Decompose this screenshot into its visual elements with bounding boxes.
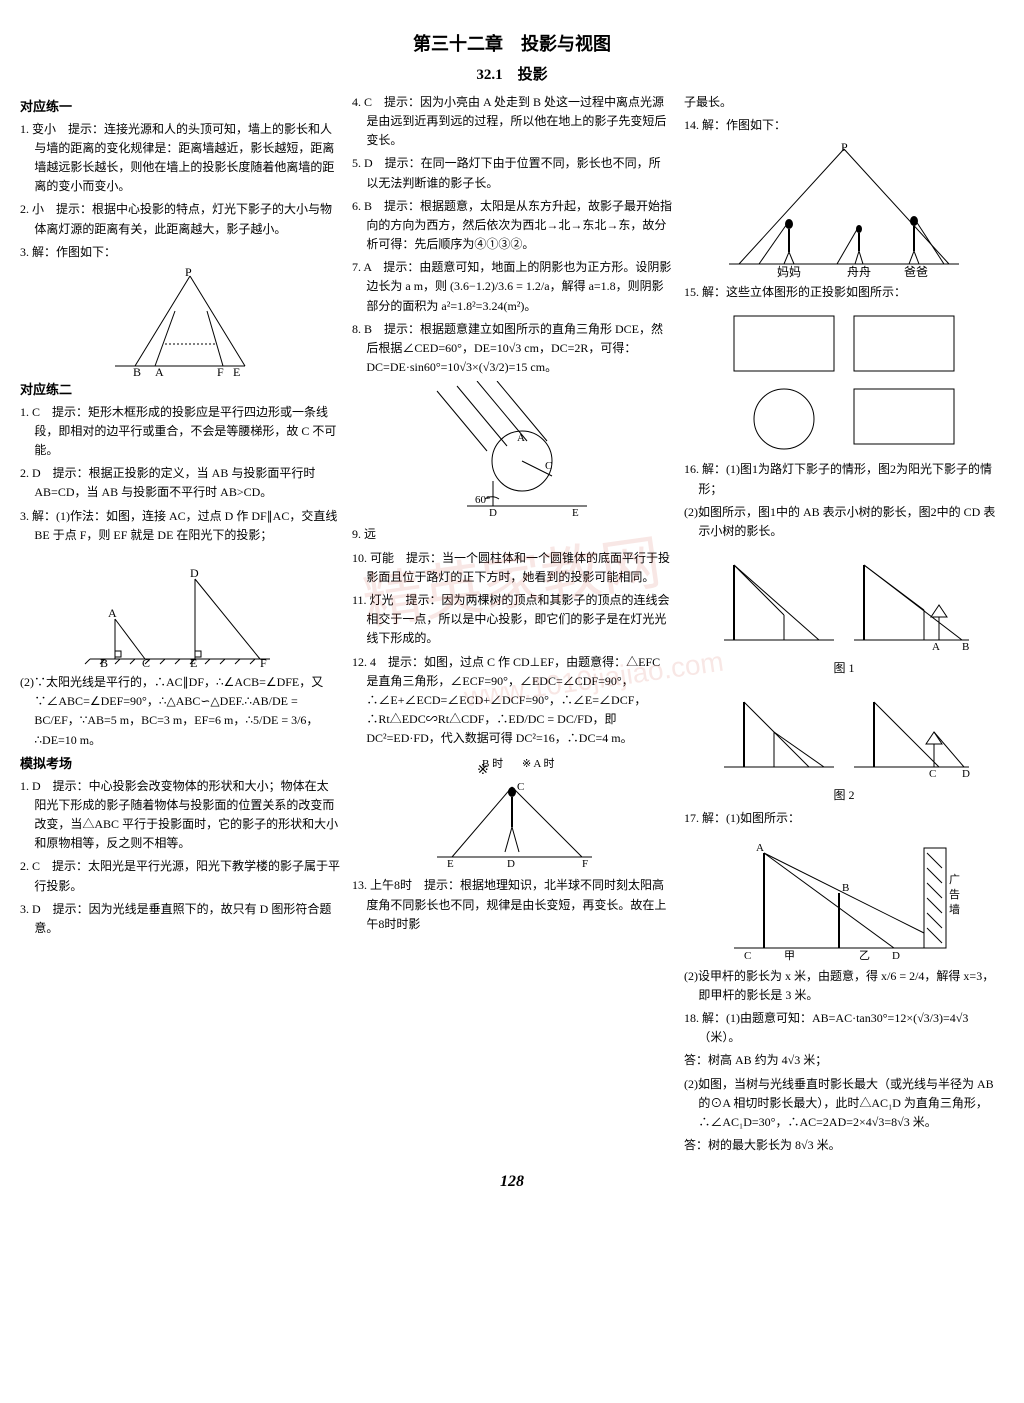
svg-text:F: F — [217, 365, 224, 376]
figure-c3-15 — [719, 306, 969, 456]
figure-c3-16a: A B — [714, 545, 974, 655]
chapter-title: 第三十二章 投影与视图 — [20, 30, 1004, 59]
svg-text:D: D — [892, 950, 900, 962]
answer-item: 10. 可能 提示：当一个圆柱体和一个圆锥体的底面平行于投影面且位于路灯的正下方… — [352, 549, 672, 587]
answer-item: (2)∵太阳光线是平行的，∴AC∥DF，∴∠ACB=∠DFE，又∵∠ABC=∠D… — [20, 673, 340, 750]
figure-c1-2: A D B C E F — [80, 549, 280, 669]
svg-text:P: P — [185, 266, 192, 279]
sec2-title: 对应练二 — [20, 380, 340, 401]
answer-item: 7. A 提示：由题意可知，地面上的阴影也为正方形。设阴影边长为 a m，则 (… — [352, 258, 672, 316]
answer-item: 答：树高 AB 约为 4√3 米； — [684, 1051, 1004, 1070]
sec3-title: 模拟考场 — [20, 754, 340, 775]
fig1-caption: 图 1 — [684, 659, 1004, 678]
svg-text:D: D — [489, 507, 497, 519]
figure-c3-14: P 妈妈 舟舟 爸爸 — [719, 139, 969, 279]
svg-text:D: D — [507, 858, 515, 870]
svg-text:墙: 墙 — [949, 902, 960, 916]
answer-item: 15. 解：这些立体图形的正投影如图所示： — [684, 283, 1004, 302]
answer-item: 6. B 提示：根据题意，太阳是从东方升起，故影子最开始指向的方向为西方，然后依… — [352, 197, 672, 255]
answer-item: 13. 上午8时 提示：根据地理知识，北半球不同时刻太阳高度角不同影长也不同，规… — [352, 876, 672, 934]
answer-item: 12. 4 提示：如图，过点 C 作 CD⊥EF，由题意得：△EFC 是直角三角… — [352, 653, 672, 749]
answer-item: 4. C 提示：因为小亮由 A 处走到 B 处这一过程中离点光源是由远到近再到远… — [352, 93, 672, 151]
svg-text:A: A — [932, 641, 940, 653]
answer-item: 2. D 提示：根据正投影的定义，当 AB 与投影面平行时 AB=CD，当 AB… — [20, 464, 340, 502]
svg-text:B: B — [962, 641, 969, 653]
answer-item: 16. 解：(1)图1为路灯下影子的情形，图2为阳光下影子的情形； — [684, 460, 1004, 498]
svg-text:妈妈: 妈妈 — [777, 265, 801, 279]
answer-item: 1. D 提示：中心投影会改变物体的形状和大小；物体在太阳光下形成的影子随着物体… — [20, 777, 340, 854]
svg-text:舟舟: 舟舟 — [847, 265, 871, 279]
answer-item: 18. 解：(1)由题意可知：AB=AC·tan30°=12×(√3/3)=4√… — [684, 1009, 1004, 1047]
answer-item: 3. 解：作图如下： — [20, 243, 340, 262]
svg-text:A: A — [155, 365, 164, 376]
svg-text:爸爸: 爸爸 — [904, 265, 928, 279]
answer-item: 8. B 提示：根据题意建立如图所示的直角三角形 DCE，然后根据∠CED=60… — [352, 320, 672, 378]
page-columns: 对应练一 1. 变小 提示：连接光源和人的头顶可知，墙上的影长和人与墙的距离的变… — [20, 93, 1004, 1160]
answer-item: 1. 变小 提示：连接光源和人的头顶可知，墙上的影长和人与墙的距离的变化规律是：… — [20, 120, 340, 197]
answer-item: (2)如图所示，图1中的 AB 表示小树的影长，图2中的 CD 表示小树的影长。 — [684, 503, 1004, 541]
svg-text:F: F — [582, 858, 588, 870]
svg-text:甲: 甲 — [784, 950, 795, 962]
svg-text:广: 广 — [949, 873, 960, 886]
figure-c3-17: 广告墙 A B C 甲 乙 D — [724, 833, 964, 963]
svg-text:E: E — [447, 858, 454, 870]
answer-item: (2)设甲杆的影长为 x 米，由题意，得 x/6 = 2/4，解得 x=3，即甲… — [684, 967, 1004, 1005]
column-1: 对应练一 1. 变小 提示：连接光源和人的头顶可知，墙上的影长和人与墙的距离的变… — [20, 93, 340, 1160]
figure-c1-1: B A F E P — [105, 266, 255, 376]
figure-c2-1: 60° A C D E — [427, 381, 597, 521]
answer-item: 1. C 提示：矩形木框形成的投影应是平行四边形或一条线段，即相对的边平行或重合… — [20, 403, 340, 461]
svg-text:C: C — [517, 781, 524, 793]
svg-text:C: C — [545, 460, 552, 472]
answer-item: 17. 解：(1)如图所示： — [684, 809, 1004, 828]
answer-item: 5. D 提示：在同一路灯下由于位置不同，影长也不同，所以无法判断谁的影子长。 — [352, 154, 672, 192]
svg-text:B: B — [133, 365, 141, 376]
svg-text:D: D — [962, 768, 970, 780]
svg-text:※: ※ — [477, 763, 489, 778]
column-3: 子最长。 14. 解：作图如下： P 妈妈 舟舟 爸爸 15. 解：这些立体图形… — [684, 93, 1004, 1160]
section-title: 32.1 投影 — [20, 63, 1004, 87]
fig2-caption: 图 2 — [684, 786, 1004, 805]
svg-text:D: D — [190, 566, 199, 580]
answer-item: 9. 远 — [352, 525, 672, 544]
answer-item: 2. 小 提示：根据中心投影的特点，灯光下影子的大小与物体离灯源的距离有关，此距… — [20, 200, 340, 238]
svg-text:E: E — [190, 656, 197, 669]
answer-item: 14. 解：作图如下： — [684, 116, 1004, 135]
svg-text:C: C — [929, 768, 936, 780]
column-2: 4. C 提示：因为小亮由 A 处走到 B 处这一过程中离点光源是由远到近再到远… — [352, 93, 672, 1160]
svg-text:告: 告 — [949, 888, 960, 901]
answer-item: 答：树的最大影长为 8√3 米。 — [684, 1136, 1004, 1155]
svg-text:※ A 时: ※ A 时 — [522, 757, 554, 770]
svg-text:C: C — [142, 656, 150, 669]
svg-text:C: C — [744, 950, 751, 962]
figure-c2-2: B 时 ※ A 时 ※ E D F C — [427, 752, 597, 872]
svg-text:乙: 乙 — [859, 949, 870, 962]
svg-text:P: P — [841, 140, 848, 154]
answer-item: (2)如图，当树与光线垂直时影长最大（或光线与半径为 AB 的⊙A 相切时影长最… — [684, 1075, 1004, 1133]
svg-text:A: A — [756, 842, 764, 854]
answer-item: 2. C 提示：太阳光是平行光源，阳光下教学楼的影子属于平行投影。 — [20, 857, 340, 895]
svg-text:60°: 60° — [475, 494, 490, 506]
answer-item: 11. 灯光 提示：因为两棵树的顶点和其影子的顶点的连线会相交于一点，所以是中心… — [352, 591, 672, 649]
svg-text:B: B — [100, 656, 108, 669]
svg-text:E: E — [572, 507, 579, 519]
answer-item: 3. 解：(1)作法：如图，连接 AC，过点 D 作 DF∥AC，交直线 BE … — [20, 507, 340, 545]
sec1-title: 对应练一 — [20, 97, 340, 118]
continuation-text: 子最长。 — [684, 93, 1004, 112]
figure-c3-16b: C D — [714, 682, 974, 782]
svg-text:F: F — [260, 656, 267, 669]
page-number: 128 — [20, 1169, 1004, 1195]
svg-text:A: A — [517, 432, 525, 444]
svg-text:A: A — [108, 606, 117, 620]
svg-text:E: E — [233, 365, 240, 376]
answer-item: 3. D 提示：因为光线是垂直照下的，故只有 D 图形符合题意。 — [20, 900, 340, 938]
